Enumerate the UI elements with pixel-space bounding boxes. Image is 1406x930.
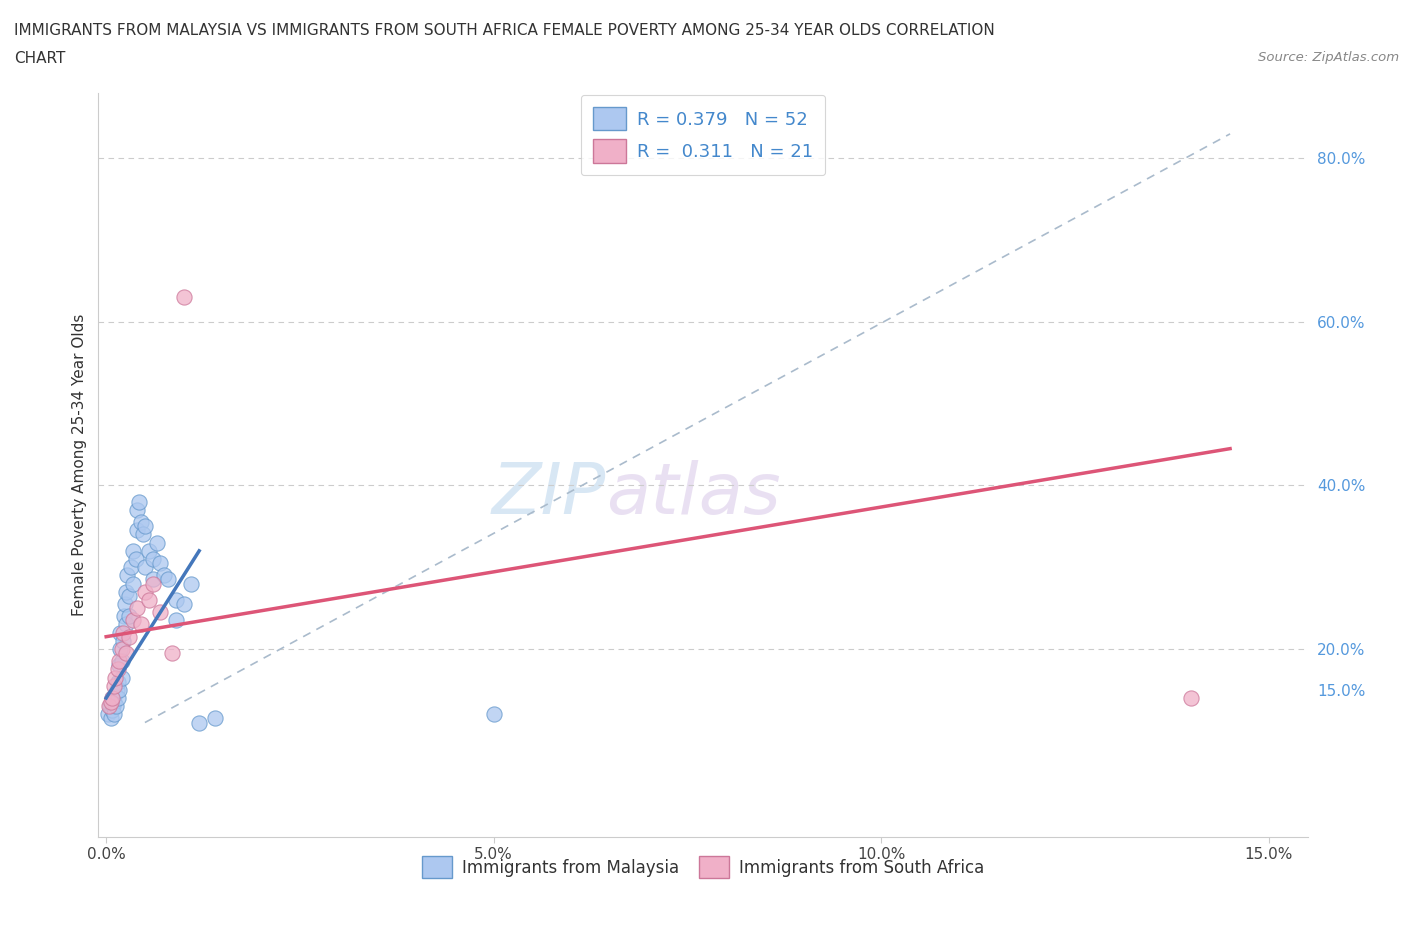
Point (115, 568, 138, 583)
Point (108, 654, 131, 669)
Point (165, 613, 187, 628)
Point (121, 576, 143, 591)
Point (107, 691, 129, 706)
Point (173, 290, 195, 305)
Legend: Immigrants from Malaysia, Immigrants from South Africa: Immigrants from Malaysia, Immigrants fro… (415, 850, 991, 884)
Point (127, 523, 149, 538)
Point (120, 560, 142, 575)
Point (142, 572, 165, 587)
Point (107, 674, 129, 689)
Point (138, 592, 160, 607)
Point (482, 707, 505, 722)
Point (101, 698, 124, 713)
Point (114, 596, 136, 611)
Point (105, 683, 128, 698)
Point (111, 642, 134, 657)
Point (108, 658, 131, 672)
Point (188, 715, 211, 730)
Point (98, 698, 121, 713)
Point (160, 645, 183, 660)
Point (165, 592, 187, 607)
Point (122, 613, 145, 628)
Point (134, 560, 156, 575)
Point (122, 543, 145, 558)
Point (142, 576, 165, 591)
Point (134, 584, 156, 599)
Point (107, 683, 129, 698)
Point (105, 698, 128, 713)
Point (129, 515, 152, 530)
Point (97, 707, 120, 722)
Point (129, 617, 152, 631)
Point (149, 604, 172, 619)
Point (108, 642, 131, 657)
Point (114, 584, 136, 599)
Point (180, 576, 202, 591)
Point (1180, 691, 1202, 706)
Point (153, 568, 176, 583)
Point (118, 630, 141, 644)
Text: CHART: CHART (14, 51, 66, 66)
Point (173, 596, 195, 611)
Point (112, 609, 135, 624)
Point (115, 617, 138, 631)
Point (128, 495, 150, 510)
Point (145, 536, 167, 551)
Point (157, 572, 180, 587)
Point (111, 671, 134, 685)
Point (103, 678, 125, 693)
Point (108, 625, 131, 640)
Point (138, 543, 160, 558)
Y-axis label: Female Poverty Among 25-34 Year Olds: Female Poverty Among 25-34 Year Olds (72, 313, 87, 617)
Point (204, 711, 226, 726)
Text: Source: ZipAtlas.com: Source: ZipAtlas.com (1258, 51, 1399, 64)
Point (127, 601, 149, 616)
Text: ZIP: ZIP (492, 460, 606, 529)
Point (114, 645, 136, 660)
Point (112, 625, 135, 640)
Point (103, 707, 125, 722)
Point (100, 703, 122, 718)
Point (112, 633, 135, 648)
Point (98, 698, 121, 713)
Point (149, 555, 172, 570)
Point (142, 551, 165, 566)
Text: atlas: atlas (606, 460, 780, 529)
Point (111, 654, 134, 669)
Point (118, 609, 141, 624)
Point (101, 691, 124, 706)
Point (118, 589, 141, 604)
Point (107, 662, 129, 677)
Point (103, 695, 125, 710)
Point (104, 686, 127, 701)
Point (100, 695, 122, 710)
Point (124, 551, 146, 566)
Point (134, 519, 156, 534)
Point (101, 691, 124, 706)
Point (127, 502, 149, 517)
Point (100, 711, 122, 726)
Point (132, 527, 155, 542)
Point (104, 671, 127, 685)
Text: IMMIGRANTS FROM MALAYSIA VS IMMIGRANTS FROM SOUTH AFRICA FEMALE POVERTY AMONG 25: IMMIGRANTS FROM MALAYSIA VS IMMIGRANTS F… (14, 23, 995, 38)
